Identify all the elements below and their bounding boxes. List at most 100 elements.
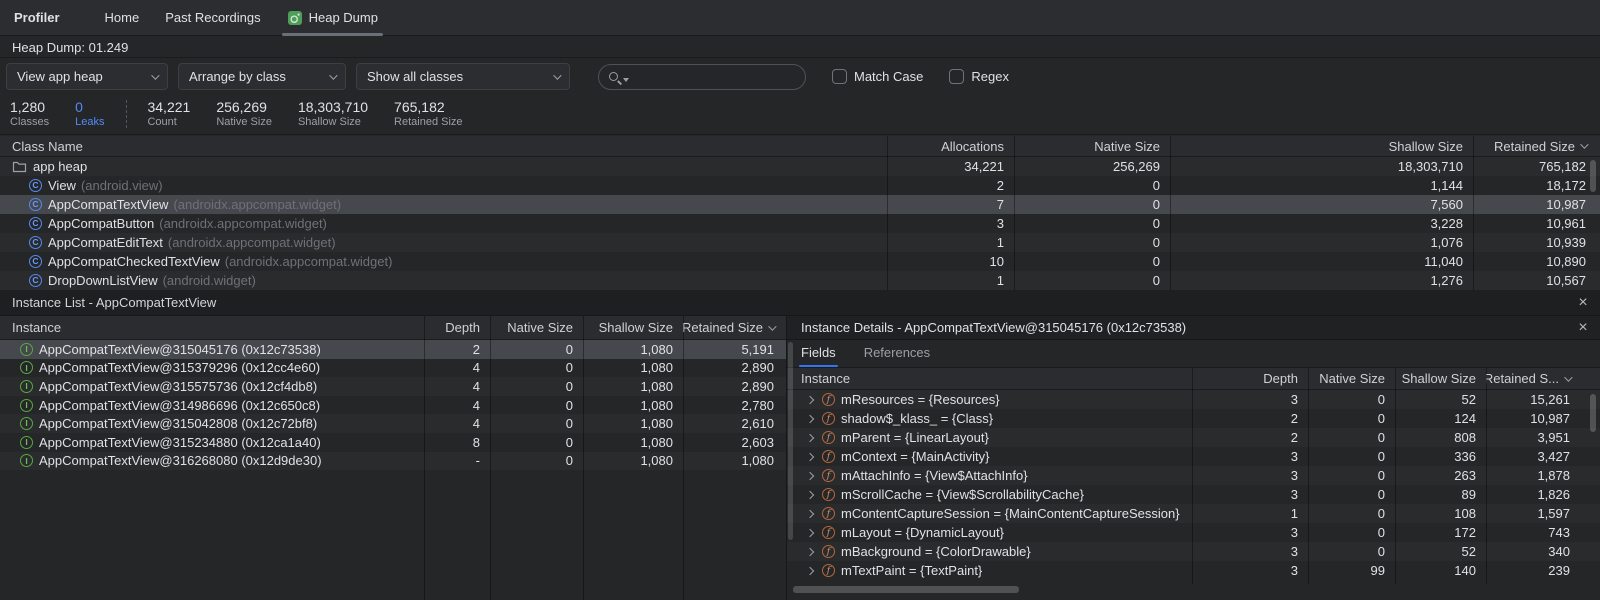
table-row[interactable]: f shadow$_klass_ = {Class} 2 0 124 10,987 <box>787 409 1600 428</box>
expand-chevron-icon[interactable] <box>805 452 815 461</box>
column-header-native-size[interactable]: Native Size <box>1014 139 1170 154</box>
show-classes-dropdown[interactable]: Show all classes <box>356 63 570 90</box>
field-icon: f <box>822 526 835 539</box>
instance-icon: I <box>20 398 33 412</box>
column-header-instance[interactable]: Instance <box>801 371 851 386</box>
column-header-retained-size[interactable]: Retained Size <box>1473 139 1600 154</box>
expand-chevron-icon[interactable] <box>805 414 815 423</box>
expand-chevron-icon[interactable] <box>805 433 815 442</box>
regex-option[interactable]: Regex <box>949 69 1009 84</box>
table-row[interactable]: I AppCompatTextView@315045176 (0x12c73538… <box>0 340 786 359</box>
tab-fields[interactable]: Fields <box>799 345 838 367</box>
expand-chevron-icon[interactable] <box>805 509 815 518</box>
match-case-option[interactable]: Match Case <box>832 69 923 84</box>
tab-references[interactable]: References <box>863 345 931 360</box>
table-row[interactable]: I AppCompatTextView@314986696 (0x12c650c8… <box>0 396 786 415</box>
table-row[interactable]: f mAttachInfo = {View$AttachInfo} 3 0 263 1,8… <box>787 466 1600 485</box>
expand-chevron-icon[interactable] <box>805 490 815 499</box>
search-box[interactable] <box>598 63 806 90</box>
cell-shal: 124 <box>1454 411 1476 426</box>
expand-chevron-icon[interactable] <box>805 528 815 537</box>
tab-home[interactable]: Home <box>92 0 153 36</box>
regex-label: Regex <box>971 69 1009 84</box>
dropdown-value: Show all classes <box>367 69 464 84</box>
instance-table-body: I AppCompatTextView@315045176 (0x12c73538… <box>0 340 786 470</box>
expand-chevron-icon[interactable] <box>805 547 815 556</box>
search-icon[interactable] <box>608 70 622 84</box>
column-header-allocations[interactable]: Allocations <box>887 139 1014 154</box>
cell-ret: 3,951 <box>1537 430 1570 445</box>
cell-shal: 1,080 <box>640 453 673 469</box>
column-header-instance[interactable]: Instance <box>12 320 62 335</box>
cell-nat: 0 <box>1377 544 1385 559</box>
regex-checkbox[interactable] <box>949 69 965 84</box>
search-input[interactable] <box>629 69 805 84</box>
table-row[interactable]: f mContentCaptureSession = {MainContentCa… <box>787 504 1600 523</box>
cell-depth: 3 <box>1290 487 1298 502</box>
column-header-native-size[interactable]: Native Size <box>490 320 583 335</box>
cell-shal: 263 <box>1454 468 1476 483</box>
cell-ret: 10,939 <box>1546 235 1586 250</box>
arrange-dropdown[interactable]: Arrange by class <box>178 63 346 90</box>
table-row[interactable]: f mTextPaint = {TextPaint} 3 99 140 239 <box>787 561 1600 580</box>
column-header-native-size[interactable]: Native Size <box>1308 371 1395 386</box>
instance-icon: I <box>20 435 33 449</box>
table-row[interactable]: f mResources = {Resources} 3 0 52 15,261 <box>787 390 1600 409</box>
cell-shal: 1,080 <box>640 434 673 450</box>
column-header-retained-size[interactable]: Retained S... <box>1486 371 1600 386</box>
table-row[interactable]: I AppCompatTextView@315234880 (0x12ca1a40… <box>0 433 786 452</box>
close-icon[interactable]: × <box>1578 293 1588 311</box>
column-header-shallow-size[interactable]: Shallow Size <box>1395 371 1486 386</box>
match-case-checkbox[interactable] <box>832 69 847 84</box>
table-row[interactable]: I AppCompatTextView@315379296 (0x12cc4e60… <box>0 359 786 378</box>
column-header-retained-size[interactable]: Retained Size <box>683 320 786 335</box>
vertical-scrollbar[interactable] <box>788 342 793 540</box>
cell-shal: 1,080 <box>640 341 673 357</box>
view-heap-dropdown[interactable]: View app heap <box>6 63 168 90</box>
column-header-shallow-size[interactable]: Shallow Size <box>1170 139 1473 154</box>
details-tabs: Fields References <box>787 340 1600 368</box>
cell-depth: 3 <box>1290 525 1298 540</box>
column-header-depth[interactable]: Depth <box>1192 371 1308 386</box>
table-row[interactable]: C View (android.view) 2 0 1,144 18,172 <box>0 176 1600 195</box>
table-row[interactable]: C AppCompatButton (androidx.appcompat.widg… <box>0 214 1600 233</box>
table-row[interactable]: I AppCompatTextView@315575736 (0x12cf4db8… <box>0 377 786 396</box>
expand-chevron-icon[interactable] <box>805 395 815 404</box>
class-icon: C <box>29 236 42 249</box>
table-row[interactable]: C AppCompatCheckedTextView (androidx.appco… <box>0 252 1600 271</box>
table-row[interactable]: f mContext = {MainActivity} 3 0 336 3,427 <box>787 447 1600 466</box>
field-icon: f <box>822 393 835 406</box>
vertical-scrollbar[interactable] <box>1590 160 1596 192</box>
search-options-caret-icon[interactable] <box>623 77 629 82</box>
close-icon[interactable]: × <box>1578 318 1588 336</box>
table-row[interactable]: I AppCompatTextView@316268080 (0x12d9de30… <box>0 452 786 471</box>
horizontal-scrollbar[interactable] <box>793 586 1019 593</box>
cell-alloc: 2 <box>996 178 1004 193</box>
table-row[interactable]: C DropDownListView (android.widget) 1 0 1,276… <box>0 271 1600 290</box>
column-header-shallow-size[interactable]: Shallow Size <box>583 320 683 335</box>
table-row[interactable]: f mParent = {LinearLayout} 2 0 808 3,951 <box>787 428 1600 447</box>
table-row[interactable]: C AppCompatTextView (androidx.appcompat.wi… <box>0 195 1600 214</box>
cell-nat: 0 <box>1377 392 1385 407</box>
table-row[interactable]: C AppCompatEditText (androidx.appcompat.wi… <box>0 233 1600 252</box>
table-row[interactable]: f mLayout = {DynamicLayout} 3 0 172 743 <box>787 523 1600 542</box>
active-tab-underline <box>281 32 383 36</box>
table-row[interactable]: I AppCompatTextView@315042808 (0x12c72bf8… <box>0 414 786 433</box>
column-header-depth[interactable]: Depth <box>424 320 490 335</box>
expand-chevron-icon[interactable] <box>805 566 815 575</box>
tab-past-recordings[interactable]: Past Recordings <box>152 0 273 36</box>
table-row[interactable]: f mScrollCache = {View$ScrollabilityCache… <box>787 485 1600 504</box>
instance-name: AppCompatTextView@314986696 (0x12c650c8) <box>39 397 321 413</box>
stat-leaks[interactable]: 0 Leaks <box>75 99 104 129</box>
table-row[interactable]: f mBackground = {ColorDrawable} 3 0 52 340 <box>787 542 1600 561</box>
tab-heap-dump[interactable]: Heap Dump <box>274 0 391 36</box>
expand-chevron-icon[interactable] <box>805 471 815 480</box>
cell-depth: 3 <box>1290 392 1298 407</box>
column-header-class-name[interactable]: Class Name <box>12 138 83 154</box>
field-name-cell: f mLayout = {DynamicLayout} <box>787 525 1192 540</box>
table-row[interactable]: app heap 34,221 256,269 18,303,710 765,182 <box>0 157 1600 176</box>
instance-name-cell: I AppCompatTextView@314986696 (0x12c650c8… <box>0 398 424 413</box>
field-name-cell: f mContext = {MainActivity} <box>787 449 1192 464</box>
vertical-scrollbar[interactable] <box>1590 394 1596 432</box>
heap-dump-icon <box>287 10 303 26</box>
